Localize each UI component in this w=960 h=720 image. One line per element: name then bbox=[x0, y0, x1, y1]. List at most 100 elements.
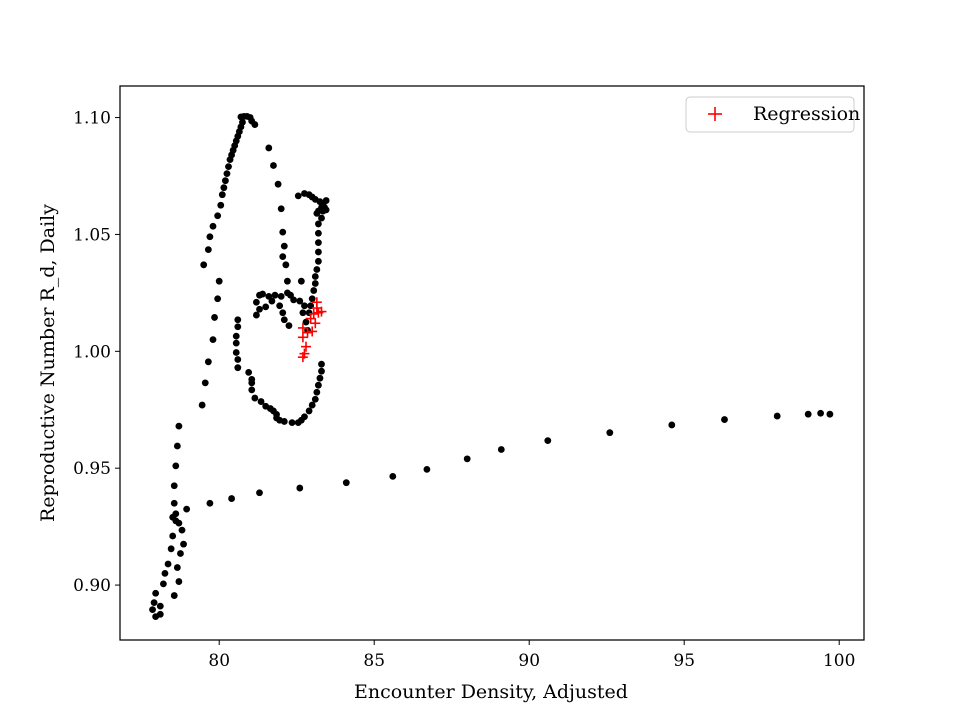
data-point bbox=[220, 184, 228, 192]
data-point bbox=[170, 482, 178, 490]
data-point bbox=[256, 291, 263, 299]
data-point bbox=[173, 564, 181, 571]
data-point bbox=[290, 296, 297, 304]
data-point bbox=[161, 569, 169, 577]
data-point bbox=[201, 379, 209, 387]
data-point bbox=[316, 374, 324, 382]
data-point bbox=[215, 277, 223, 285]
y-tick-label: 1.00 bbox=[73, 342, 111, 362]
data-point bbox=[200, 261, 208, 269]
data-point bbox=[274, 180, 282, 188]
data-point bbox=[206, 499, 214, 507]
data-point bbox=[315, 229, 322, 237]
data-point bbox=[817, 409, 824, 417]
regression-point bbox=[310, 318, 321, 329]
data-point bbox=[280, 418, 288, 425]
data-point bbox=[826, 410, 834, 418]
y-tick-label: 0.90 bbox=[73, 576, 111, 596]
data-point bbox=[183, 505, 191, 513]
data-point bbox=[234, 356, 242, 363]
data-point bbox=[279, 228, 287, 236]
data-point bbox=[305, 407, 313, 415]
data-point bbox=[204, 358, 212, 366]
data-point bbox=[251, 121, 259, 128]
data-point bbox=[253, 311, 260, 319]
regression-point bbox=[307, 326, 318, 337]
data-point bbox=[315, 220, 322, 228]
data-point bbox=[228, 495, 236, 502]
data-point bbox=[257, 398, 265, 405]
data-point bbox=[311, 280, 319, 287]
data-point bbox=[217, 201, 225, 209]
data-point bbox=[497, 446, 505, 453]
data-point bbox=[156, 610, 164, 618]
data-point bbox=[606, 429, 614, 437]
data-point bbox=[214, 212, 222, 220]
regression-point bbox=[302, 327, 313, 338]
data-point bbox=[279, 253, 287, 261]
data-point bbox=[253, 298, 260, 306]
data-point bbox=[668, 421, 676, 429]
data-point bbox=[315, 257, 322, 265]
data-point bbox=[276, 302, 284, 310]
data-point bbox=[301, 302, 308, 310]
y-tick-label: 0.95 bbox=[73, 459, 111, 479]
data-point bbox=[178, 526, 186, 534]
data-point bbox=[214, 295, 222, 303]
data-point bbox=[209, 222, 217, 230]
x-axis-label: Encounter Density, Adjusted bbox=[354, 681, 628, 703]
data-point bbox=[284, 277, 291, 285]
data-point bbox=[322, 206, 330, 214]
data-point bbox=[156, 602, 164, 610]
data-point bbox=[277, 292, 285, 300]
y-tick-label: 1.10 bbox=[73, 109, 111, 129]
data-point bbox=[296, 484, 304, 492]
data-point bbox=[308, 295, 316, 303]
regression-point bbox=[311, 297, 322, 308]
data-point bbox=[150, 599, 158, 606]
data-point bbox=[311, 395, 319, 403]
data-point bbox=[170, 499, 178, 507]
data-point bbox=[172, 510, 180, 518]
data-point bbox=[280, 316, 288, 324]
data-point bbox=[234, 364, 242, 372]
data-point bbox=[234, 316, 242, 324]
data-point bbox=[175, 519, 183, 527]
data-point bbox=[308, 401, 316, 409]
regression-point bbox=[297, 332, 308, 343]
data-point bbox=[313, 209, 321, 217]
y-axis-ticks: 0.90 0.95 1.00 1.05 1.10 bbox=[73, 109, 120, 596]
data-point bbox=[222, 177, 229, 185]
data-point bbox=[232, 332, 240, 340]
data-point bbox=[313, 266, 321, 273]
data-point bbox=[175, 422, 183, 430]
data-point bbox=[305, 309, 313, 317]
data-point bbox=[271, 291, 279, 299]
data-point bbox=[301, 413, 308, 421]
plot-frame bbox=[119, 85, 865, 641]
data-point bbox=[232, 349, 240, 356]
data-point bbox=[277, 205, 285, 213]
data-point bbox=[177, 550, 184, 557]
data-point bbox=[310, 287, 318, 294]
legend-label-regression: Regression bbox=[753, 103, 860, 125]
data-point bbox=[297, 277, 305, 285]
data-point bbox=[170, 592, 178, 599]
data-point bbox=[256, 305, 263, 313]
data-point bbox=[315, 381, 322, 389]
data-point bbox=[280, 242, 288, 250]
x-axis-ticks: 80 85 90 95 100 bbox=[208, 640, 855, 671]
data-point bbox=[296, 297, 304, 305]
legend-box bbox=[685, 96, 855, 133]
series-daily-points bbox=[149, 112, 834, 621]
data-point bbox=[311, 273, 319, 280]
data-point bbox=[169, 532, 177, 540]
data-point bbox=[279, 309, 287, 317]
data-point bbox=[299, 309, 307, 317]
data-point bbox=[173, 442, 181, 450]
data-point bbox=[218, 191, 226, 199]
data-point bbox=[423, 465, 431, 473]
data-point bbox=[285, 322, 293, 329]
data-point bbox=[164, 560, 172, 568]
